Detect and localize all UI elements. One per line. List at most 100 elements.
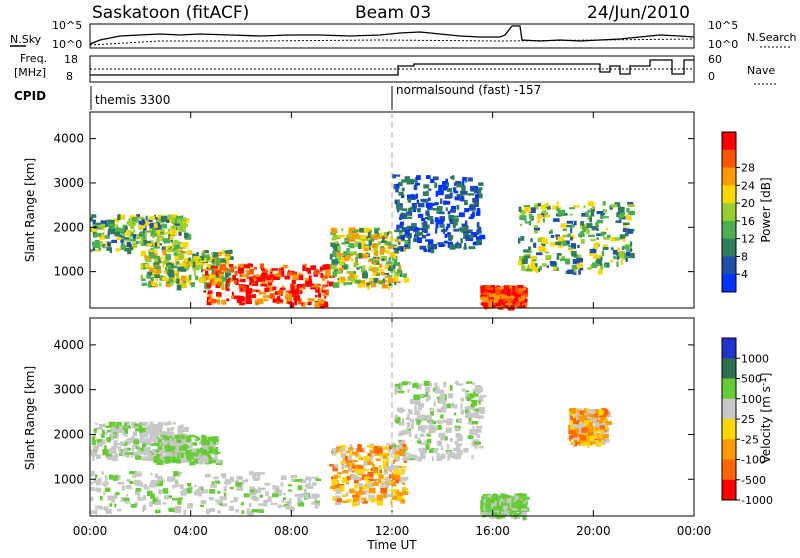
- echo-cell: [569, 419, 575, 424]
- echo-cell: [435, 222, 439, 229]
- echo-cell: [125, 230, 131, 236]
- echo-cell: [398, 239, 404, 243]
- echo-cell: [103, 245, 106, 249]
- echo-cell: [212, 279, 215, 284]
- echo-cell: [162, 502, 167, 505]
- echo-cell: [314, 495, 317, 501]
- echo-cell: [132, 474, 137, 478]
- echo-cell: [382, 477, 388, 480]
- echo-cell: [598, 435, 602, 439]
- echo-cell: [96, 442, 103, 447]
- echo-cell: [152, 424, 159, 431]
- echo-cell: [225, 283, 228, 289]
- echo-cell: [444, 436, 448, 441]
- echo-cell: [214, 269, 222, 273]
- noise-left-tick-high: 10^5: [52, 19, 82, 32]
- echo-cell: [201, 277, 208, 281]
- echo-cell: [153, 249, 158, 254]
- echo-cell: [489, 498, 495, 504]
- echo-cell: [386, 443, 391, 446]
- cpid-program-1: themis 3300: [95, 93, 170, 107]
- echo-cell: [421, 225, 427, 230]
- echo-cell: [157, 446, 162, 450]
- echo-cell: [131, 421, 137, 426]
- echo-cell: [341, 265, 347, 270]
- echo-cell: [360, 244, 365, 249]
- echo-cell: [598, 269, 603, 275]
- echo-cell: [415, 176, 421, 179]
- echo-cell: [250, 489, 255, 493]
- echo-cell: [626, 228, 634, 234]
- echo-cell: [346, 247, 350, 253]
- echo-cell: [555, 234, 560, 237]
- echo-cell: [378, 464, 382, 470]
- echo-cell: [520, 223, 523, 227]
- echo-cell: [437, 389, 442, 394]
- echo-cell: [352, 494, 359, 498]
- echo-cell: [163, 448, 166, 453]
- echo-cell: [589, 252, 593, 257]
- echo-cell: [103, 506, 109, 511]
- echo-cell: [99, 442, 104, 446]
- echo-cell: [480, 302, 484, 306]
- echo-cell: [316, 494, 320, 498]
- echo-cell: [140, 274, 144, 279]
- echo-cell: [528, 246, 532, 251]
- echo-cell: [544, 215, 551, 218]
- echo-cell: [175, 260, 180, 265]
- echo-cell: [168, 507, 175, 512]
- echo-cell: [379, 469, 382, 474]
- echo-cell: [451, 205, 457, 210]
- echo-cell: [95, 487, 98, 492]
- echo-cell: [460, 196, 465, 202]
- echo-cell: [459, 193, 464, 197]
- echo-cell: [404, 452, 410, 456]
- echo-cell: [430, 244, 438, 250]
- echo-cell: [629, 241, 633, 247]
- echo-cell: [331, 448, 338, 451]
- echo-cell: [346, 271, 353, 274]
- echo-cell: [442, 181, 446, 187]
- echo-cell: [414, 434, 418, 439]
- echo-cell: [407, 237, 411, 242]
- echo-cell: [468, 413, 474, 418]
- echo-cell: [253, 275, 257, 281]
- echo-cell: [153, 214, 156, 218]
- echo-cell: [456, 383, 464, 386]
- echo-cell: [379, 281, 386, 284]
- echo-cell: [451, 402, 455, 408]
- echo-cell: [463, 230, 469, 235]
- echo-cell: [395, 489, 400, 495]
- echo-cell: [182, 429, 189, 433]
- echo-cell: [395, 280, 401, 284]
- echo-cell: [291, 478, 295, 482]
- echo-cell: [252, 294, 257, 298]
- echo-cell: [492, 513, 496, 517]
- echo-cell: [241, 510, 245, 515]
- echo-cell: [151, 281, 157, 286]
- echo-cell: [581, 212, 588, 217]
- echo-cell: [336, 252, 342, 259]
- echo-cell: [101, 433, 105, 439]
- echo-cell: [577, 254, 582, 260]
- echo-cell: [119, 449, 124, 454]
- echo-cell: [392, 447, 396, 454]
- echo-cell: [235, 279, 239, 286]
- echo-cell: [383, 446, 388, 451]
- echo-cell: [534, 203, 541, 207]
- echo-cell: [570, 236, 573, 241]
- echo-cell: [366, 282, 371, 286]
- echo-cell: [610, 236, 617, 242]
- echo-cell: [93, 428, 97, 433]
- echo-cell: [346, 235, 351, 238]
- echo-cell: [481, 296, 489, 303]
- echo-cell: [600, 436, 605, 440]
- echo-cell: [250, 264, 254, 268]
- colorbar-tick-label: 16: [741, 215, 755, 228]
- echo-cell: [131, 446, 135, 452]
- echo-cell: [454, 440, 459, 445]
- echo-cell: [471, 399, 478, 406]
- echo-cell: [393, 275, 399, 282]
- echo-cell: [506, 292, 510, 297]
